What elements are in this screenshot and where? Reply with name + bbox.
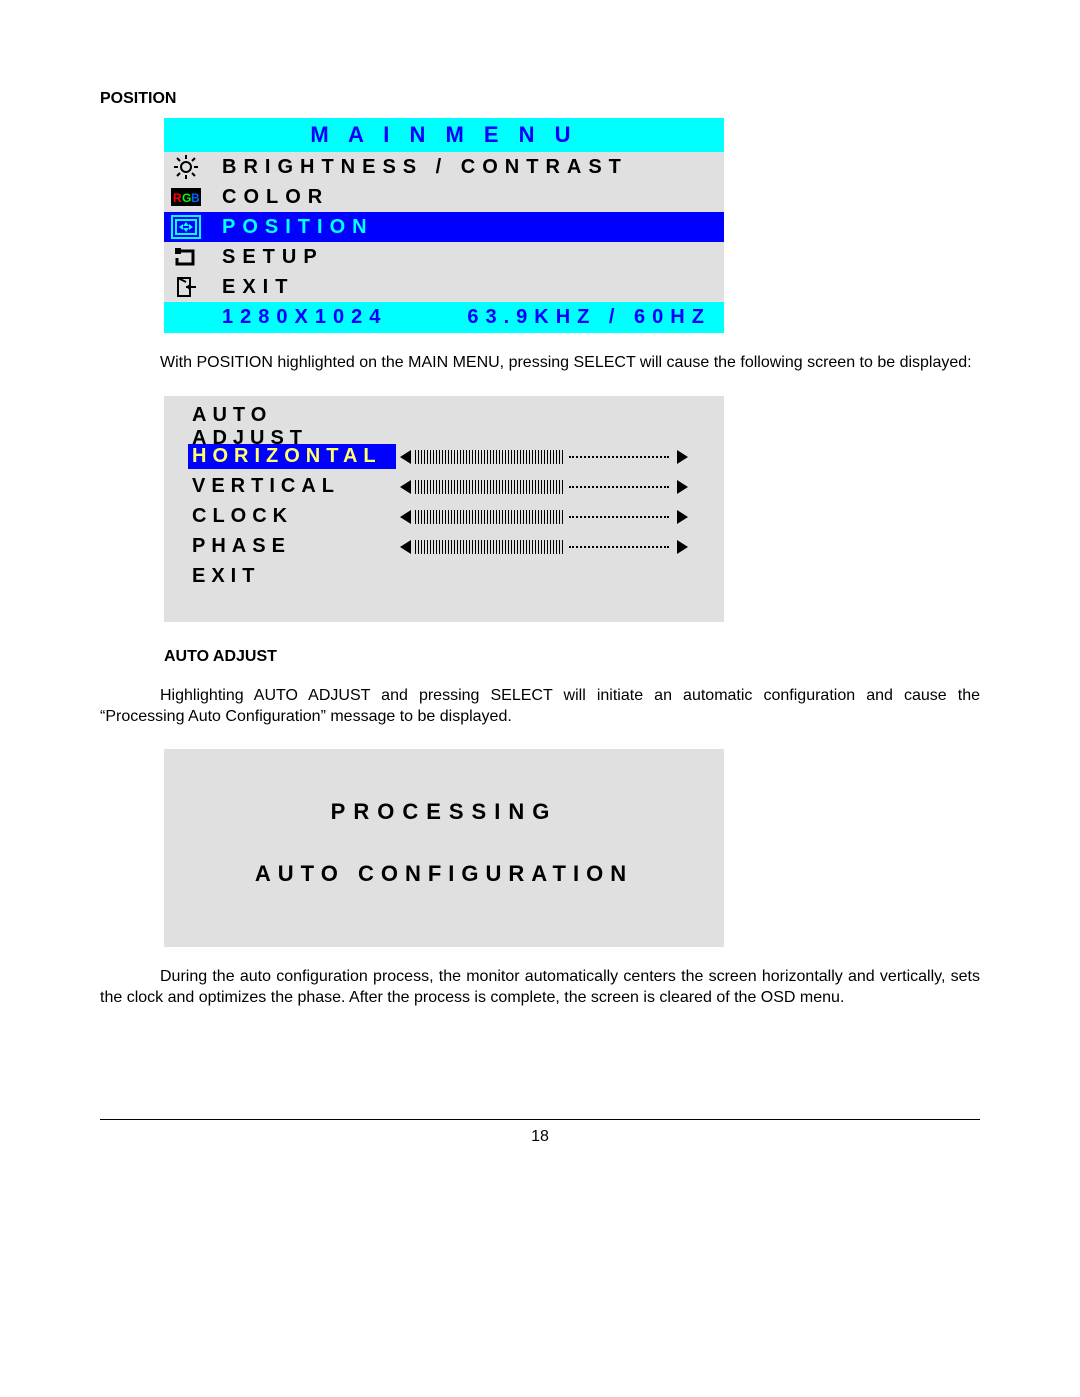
- osd-title: M A I N M E N U: [164, 118, 724, 152]
- slider-track: [569, 486, 669, 488]
- slider-horizontal[interactable]: [400, 450, 688, 464]
- slider-fill: [415, 540, 565, 554]
- osd-processing-box: PROCESSING AUTO CONFIGURATION: [164, 749, 724, 947]
- slider-vertical[interactable]: [400, 480, 688, 494]
- submenu-row-clock[interactable]: CLOCK: [188, 502, 700, 532]
- osd-row-color[interactable]: R G B COLOR: [164, 182, 724, 212]
- arrow-left-icon: [400, 450, 411, 464]
- submenu-label: EXIT: [188, 564, 396, 589]
- resolution-text: 1280X1024: [222, 306, 387, 329]
- slider-phase[interactable]: [400, 540, 688, 554]
- arrow-right-icon: [677, 480, 688, 494]
- slider-clock[interactable]: [400, 510, 688, 524]
- osd-row-setup[interactable]: SETUP: [164, 242, 724, 272]
- arrow-left-icon: [400, 480, 411, 494]
- position-icon: [168, 214, 204, 240]
- processing-line1: PROCESSING: [174, 799, 714, 825]
- osd-label: BRIGHTNESS / CONTRAST: [204, 156, 628, 179]
- arrow-left-icon: [400, 540, 411, 554]
- arrow-right-icon: [677, 510, 688, 524]
- submenu-row-auto-adjust[interactable]: AUTO ADJUST: [188, 412, 700, 442]
- osd-row-brightness[interactable]: BRIGHTNESS / CONTRAST: [164, 152, 724, 182]
- osd-row-position[interactable]: POSITION: [164, 212, 724, 242]
- slider-fill: [415, 510, 565, 524]
- osd-label: SETUP: [204, 246, 324, 269]
- slider-fill: [415, 480, 565, 494]
- submenu-label: HORIZONTAL: [188, 444, 396, 469]
- slider-track: [569, 516, 669, 518]
- submenu-row-horizontal[interactable]: HORIZONTAL: [188, 442, 700, 472]
- paragraph-position: With POSITION highlighted on the MAIN ME…: [100, 353, 980, 374]
- submenu-row-vertical[interactable]: VERTICAL: [188, 472, 700, 502]
- footer-rule: [100, 1119, 980, 1120]
- slider-track: [569, 456, 669, 458]
- submenu-label: CLOCK: [188, 504, 396, 529]
- paragraph-auto-config: During the auto configuration process, t…: [100, 967, 980, 1009]
- arrow-right-icon: [677, 540, 688, 554]
- slider-track: [569, 546, 669, 548]
- osd-label: POSITION: [204, 216, 374, 239]
- submenu-row-phase[interactable]: PHASE: [188, 532, 700, 562]
- slider-fill: [415, 450, 565, 464]
- document-page: POSITION M A I N M E N U BRIGHTNESS / CO…: [0, 0, 1080, 1397]
- osd-row-exit[interactable]: EXIT: [164, 272, 724, 302]
- rgb-icon: R G B: [168, 184, 204, 210]
- section-heading-position: POSITION: [100, 90, 980, 108]
- exit-icon: [168, 274, 204, 300]
- osd-label: EXIT: [204, 276, 294, 299]
- submenu-label: PHASE: [188, 534, 396, 559]
- osd-status-bar: 1280X1024 63.9KHZ / 60HZ: [164, 302, 724, 333]
- osd-label: COLOR: [204, 186, 329, 209]
- svg-text:B: B: [191, 191, 201, 205]
- arrow-right-icon: [677, 450, 688, 464]
- submenu-row-exit[interactable]: EXIT: [188, 562, 700, 592]
- section-heading-auto-adjust: AUTO ADJUST: [164, 648, 980, 666]
- frequency-text: 63.9KHZ / 60HZ: [467, 306, 711, 329]
- setup-icon: [168, 244, 204, 270]
- osd-main-menu: M A I N M E N U BRIGHTNESS / CONTRAST: [164, 118, 724, 333]
- osd-position-submenu: AUTO ADJUST HORIZONTAL VERTICAL CLOCK: [164, 396, 724, 622]
- brightness-icon: [168, 154, 204, 180]
- processing-line2: AUTO CONFIGURATION: [174, 861, 714, 887]
- page-number: 18: [100, 1128, 980, 1146]
- arrow-left-icon: [400, 510, 411, 524]
- submenu-label: VERTICAL: [188, 474, 396, 499]
- paragraph-auto-adjust: Highlighting AUTO ADJUST and pressing SE…: [100, 686, 980, 728]
